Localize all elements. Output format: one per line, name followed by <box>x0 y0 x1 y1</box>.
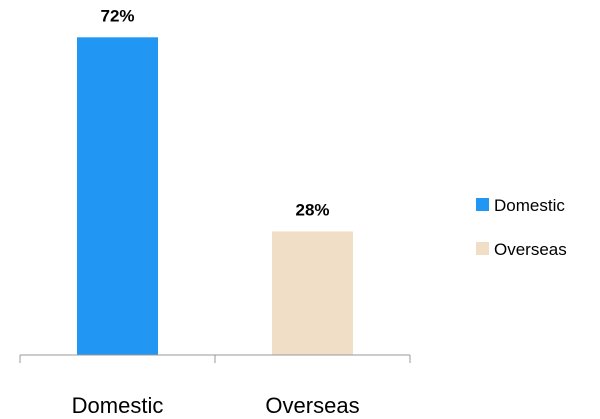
x-tick-label-domestic: Domestic <box>72 393 164 418</box>
bar-overseas <box>272 231 353 355</box>
x-tick-label-overseas: Overseas <box>265 393 359 418</box>
legend-label-domestic: Domestic <box>494 196 565 215</box>
data-label-overseas: 28% <box>295 200 329 219</box>
legend-swatch-domestic <box>476 198 489 211</box>
legend-swatch-overseas <box>476 242 489 255</box>
bar-domestic <box>77 37 158 356</box>
data-label-domestic: 72% <box>100 6 134 25</box>
legend-label-overseas: Overseas <box>494 240 567 259</box>
